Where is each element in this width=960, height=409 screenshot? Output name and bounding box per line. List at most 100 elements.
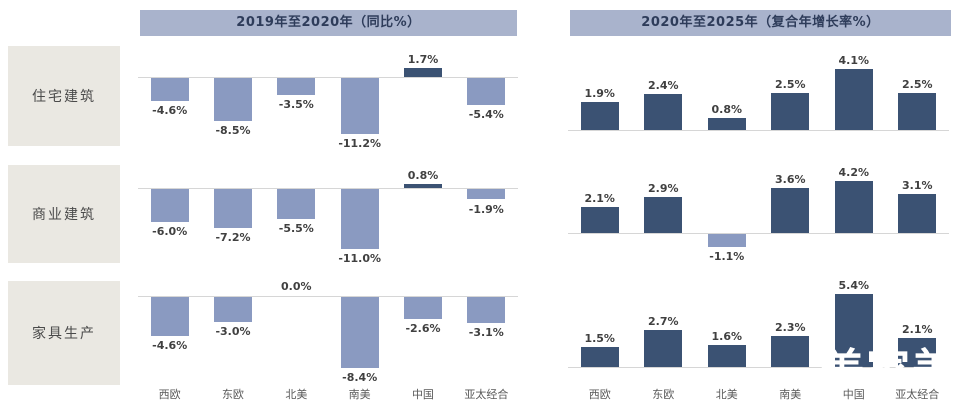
bar-value-label: -8.4% [342,371,378,385]
x-axis-label: 西欧 [588,388,611,401]
bar-value-label: 1.6% [711,330,743,344]
bar [150,296,189,336]
zero-line [568,366,949,368]
row-label-furniture: 家具生产 [8,281,120,385]
x-axis-label: 亚太经合 [464,388,509,401]
bar-value-label: -6.0% [152,224,188,238]
bar-value-label: -3.1% [468,326,504,339]
bar-value-label: -8.5% [215,123,251,137]
bar-value-label: 2.7% [648,315,679,329]
bar-value-label: -2.6% [405,321,441,335]
zero-line [138,295,518,297]
watermark-text: 美家美户 [820,345,960,396]
bar-value-label: -11.0% [338,251,382,265]
zero-line [568,232,949,234]
bar-value-label: 3.1% [902,179,933,193]
bar [898,194,937,233]
bar-value-label: 1.5% [584,331,615,345]
bar-value-label: 2.9% [648,181,679,195]
bar-value-label: -4.6% [152,338,188,352]
plot-yoy: -4.6% -8.5% -3.5% -11.2% 1.7% -5.4% -6.0% -7.2%… [138,0,518,409]
bar-value-label: -5.4% [468,108,504,121]
bar [150,189,189,222]
bar [277,77,316,96]
bar [467,77,506,105]
x-axis-label: 东欧 [652,388,675,401]
chart-row: 1.9% 2.4% 0.8% 2.5% 4.1% 2.5% [568,45,949,158]
panel-cagr-title: 2020年至2025年（复合年增长率%） [570,10,951,36]
bar [707,118,746,131]
bar-value-label: 1.7% [407,53,439,67]
bar [834,180,873,233]
panel-cagr: 2020年至2025年（复合年增长率%） 1.9% 2.4% 0.8% 2.5% 4.1… [568,0,951,409]
bar [214,296,252,323]
bar-value-label: 2.5% [775,77,806,91]
zero-line [568,130,949,132]
bar [834,293,873,367]
chart-row: -4.6% -3.0% 0.0% -8.4% -2.6% -3.1% [138,275,518,388]
panel-yoy: 2019年至2020年（同比%） -4.6% -8.5% -3.5% -11.2% 1.… [138,0,518,409]
chart-row: 1.5% 2.7% 1.6% 2.3% 5.4% 2.1% [568,275,949,388]
bar [467,189,506,200]
x-axis-label: 西欧 [158,388,181,401]
bar-value-label: 2.5% [902,77,933,91]
bar [644,94,683,131]
bar [771,188,810,233]
bar [340,189,379,249]
bar [898,92,937,131]
bar [644,196,683,233]
x-axis-label: 东欧 [221,388,244,401]
bar [771,335,810,367]
chart-row: 2.1% 2.9% -1.1% 3.6% 4.2% 3.1% [568,160,949,273]
bar [214,77,252,121]
bar [707,233,746,248]
bar-value-label: 1.9% [584,86,615,100]
plot-cagr: 1.9% 2.4% 0.8% 2.5% 4.1% 2.5% 2.1% 2.9% -1.1% 3.6… [568,0,949,409]
x-axis-label: 南美 [348,388,371,401]
bar [834,68,873,131]
row-label-commercial: 商业建筑 [8,165,120,263]
bar-value-label: 0.8% [407,168,439,182]
zero-line [138,188,518,190]
bar-value-label: 4.1% [838,53,870,67]
zero-line [138,76,518,78]
bar [467,296,506,323]
bar-value-label: -3.0% [215,325,251,339]
bar-value-label: -7.2% [215,231,251,245]
bar [340,77,379,135]
bar-value-label: 2.1% [584,191,615,205]
chart-row: -6.0% -7.2% -5.5% -11.0% 0.8% -1.9% [138,160,518,273]
bar [340,296,379,369]
x-axis-label: 北美 [715,388,738,401]
bar-value-label: 0.8% [711,103,743,117]
x-axis: 西欧 东欧 北美 南美 中国 亚太经合 [138,386,518,402]
bar-value-label: 0.0% [281,279,312,293]
bar [150,77,189,101]
bar-value-label: -5.5% [278,221,314,235]
bar [898,338,937,367]
bar [771,92,810,131]
bar [707,345,746,367]
bar-value-label: -1.1% [709,250,745,264]
x-axis-label: 亚太经合 [895,388,940,401]
x-axis-label: 中国 [411,388,434,401]
x-axis: 西欧 东欧 北美 南美 中国 亚太经合 [568,386,949,402]
bar [214,189,252,229]
bar-value-label: 2.4% [648,79,679,93]
bar-value-label: 5.4% [838,278,870,292]
bar-value-label: -4.6% [152,104,188,117]
bar [580,346,619,367]
bar-value-label: -1.9% [468,202,504,216]
bar-value-label: -3.5% [278,98,314,112]
bar-value-label: 4.2% [838,165,870,179]
x-axis-label: 中国 [842,388,865,401]
panel-yoy-title: 2019年至2020年（同比%） [140,10,517,36]
bar-value-label: 2.1% [902,323,933,337]
x-axis-label: 南美 [779,388,802,401]
bar [644,330,683,367]
bar-value-label: 2.3% [775,320,806,334]
row-label-residential: 住宅建筑 [8,46,120,146]
bar [404,296,442,319]
x-axis-label: 北美 [285,388,308,401]
